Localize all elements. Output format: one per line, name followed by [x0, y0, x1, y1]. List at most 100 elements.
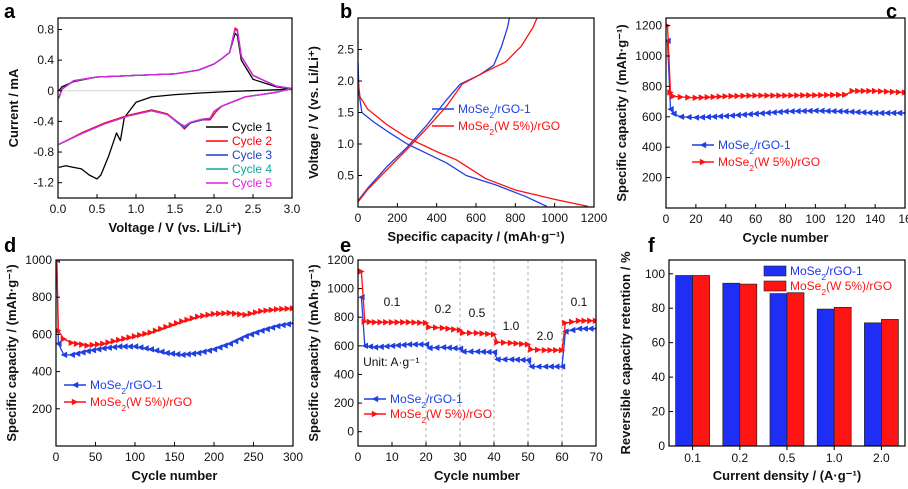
- data-point: [121, 335, 128, 342]
- y-tick-label: 800: [642, 79, 662, 93]
- x-tick-label: 0: [663, 212, 670, 226]
- data-point: [221, 310, 228, 317]
- data-point: [279, 321, 286, 329]
- data-point: [142, 345, 149, 352]
- data-point: [394, 319, 401, 326]
- data-point: [558, 346, 566, 354]
- data-point: [361, 318, 368, 325]
- data-point: [722, 112, 729, 120]
- rate-label: 0.2: [435, 302, 452, 316]
- legend-marker: [371, 410, 379, 418]
- y-axis-label: Specific capacity / (mAh·g⁻¹): [614, 24, 629, 201]
- data-point: [268, 324, 276, 331]
- x-tick-label: 0.2: [731, 451, 748, 465]
- data-point: [460, 329, 467, 337]
- series-line: [56, 260, 293, 356]
- panel-label: b: [340, 1, 352, 23]
- data-point: [677, 93, 685, 101]
- data-point: [163, 323, 170, 331]
- data-point: [84, 347, 91, 355]
- x-tick-label: 1.0: [826, 451, 843, 465]
- series-line: [666, 25, 905, 99]
- data-point: [704, 113, 712, 121]
- data-point: [479, 348, 486, 356]
- x-tick-label: 70: [589, 450, 603, 464]
- y-tick-label: 600: [32, 327, 52, 341]
- data-point: [812, 107, 819, 114]
- bar: [769, 293, 788, 446]
- data-point: [770, 109, 777, 116]
- data-point: [770, 92, 777, 99]
- x-tick-label: 60: [749, 212, 763, 226]
- plot-area: [675, 275, 899, 446]
- legend-label: Cycle 1: [232, 120, 272, 134]
- data-point: [137, 331, 144, 339]
- y-tick-label: 1.0: [337, 137, 354, 151]
- data-point: [698, 94, 706, 101]
- bar: [722, 282, 741, 446]
- data-point: [445, 325, 452, 332]
- y-tick-label: 200: [32, 402, 52, 416]
- data-point: [812, 92, 819, 99]
- y-tick-label: 600: [334, 339, 354, 353]
- data-point: [871, 109, 879, 117]
- legend-marker: [71, 381, 79, 389]
- panel-label: c: [886, 1, 897, 23]
- data-point: [439, 324, 447, 332]
- data-point: [68, 339, 75, 346]
- data-point: [716, 93, 723, 100]
- data-point: [221, 342, 228, 349]
- data-point: [237, 335, 244, 342]
- data-point: [94, 346, 102, 353]
- x-tick-label: 300: [283, 450, 303, 464]
- data-point: [710, 93, 717, 101]
- x-tick-label: 0.5: [89, 202, 106, 216]
- x-tick-label: 16: [898, 212, 908, 226]
- x-tick-label: 0: [355, 450, 362, 464]
- legend-label: MoSe2/rGO-1: [718, 138, 791, 156]
- data-point: [842, 108, 849, 115]
- data-point: [581, 317, 588, 325]
- data-point: [388, 319, 396, 326]
- data-point: [89, 347, 97, 354]
- data-point: [371, 344, 379, 351]
- panel-b: b 0 200 400 600 800 1000 1200 0.5 1.0 1.5 2.0 2.5 Spe…: [306, 1, 608, 244]
- x-tick-label: 60: [555, 450, 569, 464]
- data-point: [247, 331, 255, 338]
- data-point: [84, 342, 91, 349]
- data-point: [528, 346, 535, 353]
- x-tick-label: 20: [419, 450, 433, 464]
- data-point: [507, 339, 515, 347]
- data-point: [226, 309, 233, 317]
- data-point: [131, 333, 139, 340]
- legend-label: Cycle 4: [232, 162, 272, 176]
- y-tick-label: 400: [32, 365, 52, 379]
- data-point: [252, 329, 260, 336]
- data-point: [426, 344, 433, 352]
- y-tick-label: 0: [47, 84, 54, 98]
- data-point: [677, 113, 685, 120]
- data-point: [692, 114, 700, 121]
- data-point: [746, 111, 753, 118]
- x-tick-label: 150: [164, 450, 184, 464]
- legend-label: MoSe2(W 5%)/rGO: [718, 155, 820, 173]
- y-tick-label: -0.4: [33, 114, 54, 128]
- data-point: [562, 328, 569, 335]
- data-point: [142, 330, 149, 337]
- data-point: [692, 94, 700, 101]
- data-point: [855, 87, 862, 95]
- data-point: [242, 311, 249, 319]
- data-point: [105, 339, 112, 346]
- data-point: [558, 363, 566, 370]
- data-point: [866, 87, 873, 95]
- x-tick-label: 800: [505, 211, 525, 225]
- data-point: [388, 342, 396, 350]
- data-point: [547, 346, 554, 354]
- data-point: [189, 315, 197, 322]
- x-axis-label: Cycle number: [743, 230, 829, 245]
- data-point: [417, 341, 424, 348]
- data-point: [400, 341, 407, 349]
- data-point: [528, 363, 535, 370]
- legend-swatch: [763, 265, 787, 277]
